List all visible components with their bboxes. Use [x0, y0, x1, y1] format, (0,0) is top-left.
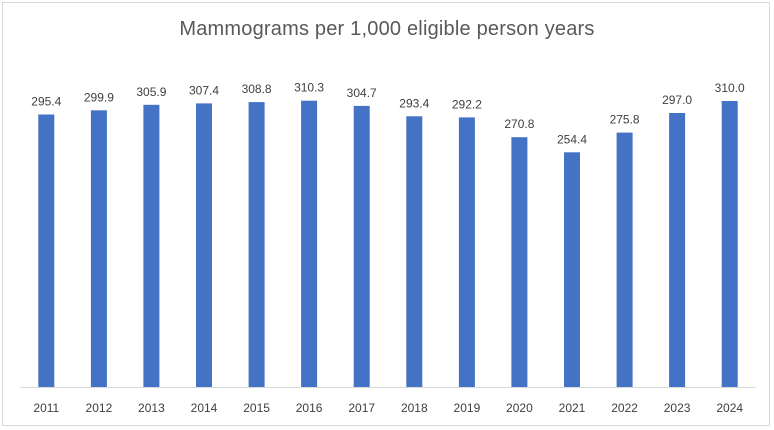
- x-tick-label-2019: 2019: [454, 401, 481, 415]
- bar-2022: [616, 132, 633, 387]
- x-tick-label-2017: 2017: [348, 401, 375, 415]
- value-label-2023: 297.0: [662, 93, 692, 107]
- value-label-2024: 310.0: [715, 81, 745, 95]
- bar-2014: [196, 103, 212, 388]
- x-tick-label-2020: 2020: [506, 401, 533, 415]
- value-label-2014: 307.4: [189, 83, 219, 97]
- x-tick-label-2011: 2011: [33, 401, 59, 415]
- bar-2020: [511, 137, 528, 387]
- chart-frame: [2, 2, 770, 426]
- value-label-2019: 292.2: [452, 97, 482, 111]
- bar-2013: [143, 104, 160, 388]
- bar-2016: [301, 100, 318, 387]
- value-label-2020: 270.8: [504, 117, 534, 131]
- value-label-2013: 305.9: [136, 85, 166, 99]
- value-label-2011: 295.4: [31, 95, 61, 109]
- bar-2012: [90, 110, 107, 388]
- value-label-2018: 293.4: [399, 96, 429, 110]
- value-label-2016: 310.3: [294, 81, 324, 95]
- x-tick-label-2018: 2018: [401, 401, 428, 415]
- value-label-2022: 275.8: [610, 113, 640, 127]
- bar-2011: [38, 114, 55, 387]
- bar-2017: [353, 105, 370, 388]
- bar-2023: [669, 113, 686, 387]
- value-label-2021: 254.4: [557, 132, 587, 146]
- x-tick-label-2022: 2022: [611, 401, 638, 415]
- bar-2015: [248, 102, 265, 387]
- chart-title: Mammograms per 1,000 eligible person yea…: [179, 18, 595, 40]
- bar-2021: [564, 152, 580, 387]
- x-tick-label-2014: 2014: [191, 401, 218, 415]
- bar-2024: [721, 101, 738, 387]
- x-tick-label-2012: 2012: [86, 401, 113, 415]
- value-label-2012: 299.9: [84, 90, 114, 104]
- x-tick-label-2024: 2024: [716, 401, 743, 415]
- x-tick-label-2015: 2015: [243, 401, 270, 415]
- x-tick-label-2016: 2016: [296, 401, 323, 415]
- value-label-2015: 308.8: [242, 82, 272, 96]
- x-tick-label-2023: 2023: [664, 401, 691, 415]
- x-tick-label-2013: 2013: [138, 401, 165, 415]
- bar-2018: [406, 116, 423, 388]
- x-tick-label-2021: 2021: [559, 401, 586, 415]
- value-label-2017: 304.7: [347, 86, 377, 100]
- bar-2019: [458, 117, 475, 388]
